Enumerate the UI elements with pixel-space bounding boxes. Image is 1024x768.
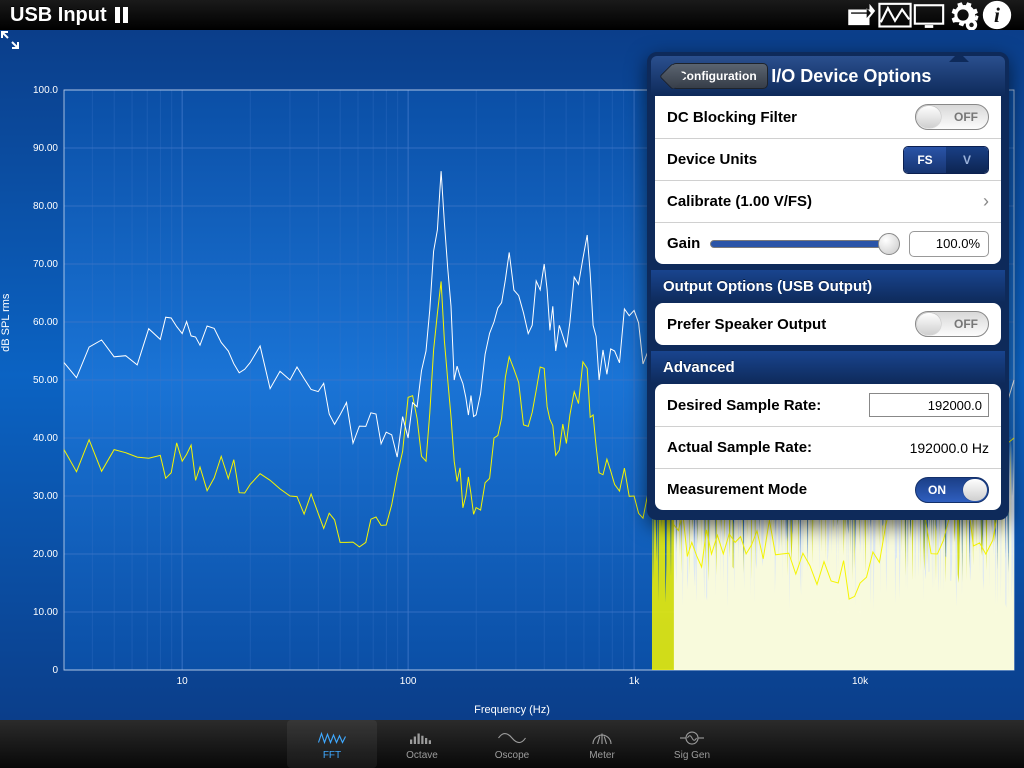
row-actual-sr: Actual Sample Rate: 192000.0 Hz bbox=[655, 426, 1001, 468]
section-advanced: Advanced bbox=[651, 351, 1005, 384]
info-icon[interactable]: i bbox=[980, 3, 1014, 27]
row-measurement-mode: Measurement Mode ON bbox=[655, 468, 1001, 510]
pause-icon[interactable] bbox=[115, 7, 129, 23]
gear-icon[interactable] bbox=[946, 3, 980, 27]
row-label: Device Units bbox=[667, 151, 757, 168]
svg-text:20.00: 20.00 bbox=[33, 549, 58, 560]
row-dc-blocking: DC Blocking Filter OFF bbox=[655, 96, 1001, 138]
svg-text:100.0: 100.0 bbox=[33, 85, 58, 96]
device-units-v[interactable]: V bbox=[946, 147, 988, 173]
io-options-popover: Configuration I/O Device Options DC Bloc… bbox=[647, 52, 1009, 520]
tab-label: Sig Gen bbox=[674, 750, 710, 761]
oscope-icon bbox=[497, 728, 527, 748]
actual-sr-value: 192000.0 Hz bbox=[910, 440, 989, 456]
x-axis-label: Frequency (Hz) bbox=[474, 704, 550, 716]
tab-octave[interactable]: Octave bbox=[377, 720, 467, 768]
svg-text:90.00: 90.00 bbox=[33, 143, 58, 154]
prefer-speaker-toggle[interactable]: OFF bbox=[915, 311, 989, 337]
row-desired-sr: Desired Sample Rate: 192000.0 bbox=[655, 384, 1001, 426]
back-button[interactable]: Configuration bbox=[671, 63, 768, 89]
measurement-mode-toggle[interactable]: ON bbox=[915, 477, 989, 503]
gain-value[interactable]: 100.0% bbox=[909, 231, 989, 257]
row-gain: Gain 100.0% bbox=[655, 222, 1001, 264]
chevron-right-icon: › bbox=[983, 191, 989, 212]
waveform-icon[interactable] bbox=[878, 3, 912, 27]
popover-header: Configuration I/O Device Options bbox=[651, 56, 1005, 96]
row-label: Measurement Mode bbox=[667, 481, 807, 498]
octave-icon bbox=[407, 728, 437, 748]
row-prefer-speaker: Prefer Speaker Output OFF bbox=[655, 303, 1001, 345]
svg-text:100: 100 bbox=[400, 676, 417, 687]
row-label: Actual Sample Rate: bbox=[667, 439, 812, 456]
device-units-fs[interactable]: FS bbox=[904, 147, 946, 173]
tab-fft[interactable]: FFT bbox=[287, 720, 377, 768]
svg-text:60.00: 60.00 bbox=[33, 317, 58, 328]
back-button-label: Configuration bbox=[678, 69, 757, 83]
y-axis-label: dB SPL rms bbox=[0, 294, 12, 352]
row-label: Calibrate (1.00 V/FS) bbox=[667, 193, 812, 210]
svg-text:i: i bbox=[994, 3, 1000, 27]
dc-blocking-toggle[interactable]: OFF bbox=[915, 104, 989, 130]
row-label: Gain bbox=[667, 235, 700, 252]
tab-oscope[interactable]: Oscope bbox=[467, 720, 557, 768]
bottom-tab-bar: FFT Octave Oscope Meter Sig Gen bbox=[0, 720, 1024, 768]
svg-text:1k: 1k bbox=[629, 676, 641, 687]
display-icon[interactable] bbox=[912, 3, 946, 27]
row-label: Desired Sample Rate: bbox=[667, 397, 821, 414]
row-label: DC Blocking Filter bbox=[667, 109, 797, 126]
meter-icon bbox=[587, 728, 617, 748]
expand-icon[interactable] bbox=[0, 30, 20, 50]
svg-text:40.00: 40.00 bbox=[33, 433, 58, 444]
tab-label: Oscope bbox=[495, 750, 529, 761]
svg-text:10k: 10k bbox=[852, 676, 869, 687]
fft-icon bbox=[317, 728, 347, 748]
input-source-title: USB Input bbox=[10, 4, 107, 27]
top-toolbar: USB Input i bbox=[0, 0, 1024, 30]
section-output-options: Output Options (USB Output) bbox=[651, 270, 1005, 303]
svg-text:70.00: 70.00 bbox=[33, 259, 58, 270]
svg-text:30.00: 30.00 bbox=[33, 491, 58, 502]
svg-text:50.00: 50.00 bbox=[33, 375, 58, 386]
device-units-segmented[interactable]: FS V bbox=[903, 146, 989, 174]
row-calibrate[interactable]: Calibrate (1.00 V/FS) › bbox=[655, 180, 1001, 222]
tab-meter[interactable]: Meter bbox=[557, 720, 647, 768]
desired-sr-input[interactable]: 192000.0 bbox=[869, 393, 989, 417]
svg-text:0: 0 bbox=[52, 665, 58, 676]
row-label: Prefer Speaker Output bbox=[667, 316, 826, 333]
share-icon[interactable] bbox=[844, 3, 878, 27]
row-device-units: Device Units FS V bbox=[655, 138, 1001, 180]
svg-text:10.00: 10.00 bbox=[33, 607, 58, 618]
tab-label: Octave bbox=[406, 750, 438, 761]
svg-text:10: 10 bbox=[177, 676, 189, 687]
svg-text:80.00: 80.00 bbox=[33, 201, 58, 212]
tab-siggen[interactable]: Sig Gen bbox=[647, 720, 737, 768]
tab-label: Meter bbox=[589, 750, 615, 761]
siggen-icon bbox=[677, 728, 707, 748]
gain-slider[interactable] bbox=[710, 240, 899, 248]
tab-label: FFT bbox=[323, 750, 341, 761]
